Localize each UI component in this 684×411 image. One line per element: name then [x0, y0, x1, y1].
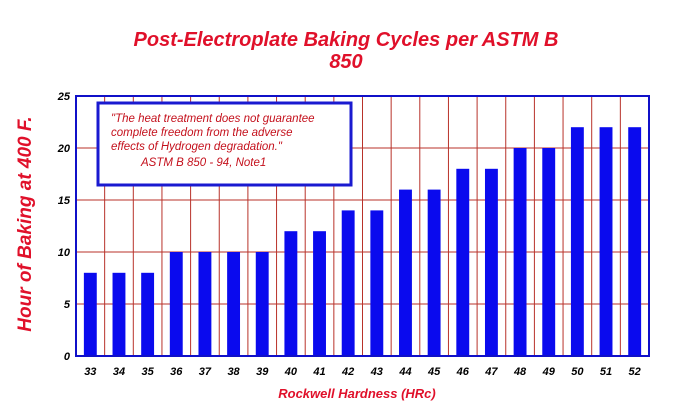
x-tick-label: 44 [398, 366, 411, 378]
annotation-line-2: complete freedom from the adverse [111, 127, 293, 139]
bar-35 [141, 272, 155, 356]
y-tick-label: 5 [64, 299, 71, 311]
y-tick-label: 15 [58, 195, 71, 207]
x-tick-label: 40 [284, 366, 298, 378]
bar-47 [484, 168, 498, 356]
x-tick-label: 49 [542, 366, 556, 378]
bar-36 [169, 252, 183, 356]
bar-49 [542, 148, 556, 356]
bar-33 [83, 272, 97, 356]
bar-42 [341, 210, 355, 356]
x-tick-labels: 33 34 35 36 37 38 39 40 41 42 43 44 45 46 47 48 49 50 51 52 [84, 366, 641, 378]
bar-52 [628, 127, 642, 356]
annotation-line-1: "The heat treatment does not guarantee [111, 113, 315, 125]
bar-39 [255, 252, 269, 356]
x-axis-label: Rockwell Hardness (HRc) [278, 386, 436, 401]
bar-34 [112, 272, 126, 356]
annotation-line-4: ASTM B 850 - 94, Note1 [140, 157, 266, 169]
x-tick-label: 37 [199, 366, 212, 378]
y-axis-label: Hour of Baking at 400 F. [15, 116, 36, 331]
bars [83, 127, 642, 356]
bar-41 [313, 231, 326, 356]
bar-50 [570, 127, 584, 356]
x-tick-label: 33 [84, 366, 96, 378]
x-tick-label: 42 [341, 366, 354, 378]
x-tick-label: 38 [227, 366, 240, 378]
x-tick-label: 47 [484, 366, 498, 378]
annotation-line-3: effects of Hydrogen degradation." [111, 141, 283, 153]
bar-37 [198, 252, 212, 356]
chart-title-line-1: Post-Electroplate Baking Cycles per ASTM… [134, 29, 559, 51]
x-tick-label: 41 [312, 366, 325, 378]
x-tick-label: 52 [629, 366, 641, 378]
bar-44 [399, 189, 412, 356]
x-tick-label: 48 [513, 366, 527, 378]
x-tick-label: 51 [600, 366, 612, 378]
y-tick-labels: 0 5 10 15 20 25 [57, 91, 71, 363]
x-tick-label: 46 [456, 366, 470, 378]
y-tick-label: 0 [64, 351, 71, 363]
x-tick-label: 45 [427, 366, 441, 378]
x-tick-label: 39 [256, 366, 269, 378]
x-tick-label: 50 [571, 366, 584, 378]
y-tick-label: 25 [57, 91, 71, 103]
x-tick-label: 35 [142, 366, 155, 378]
chart-title-line-2: 850 [329, 51, 362, 73]
x-tick-label: 43 [370, 366, 383, 378]
bar-40 [284, 231, 298, 356]
x-tick-label: 34 [113, 366, 125, 378]
y-tick-label: 20 [57, 143, 71, 155]
annotation-box: "The heat treatment does not guarantee c… [96, 101, 353, 187]
annotation-frame [96, 101, 353, 187]
bar-51 [599, 127, 613, 356]
bar-46 [456, 168, 470, 356]
bar-38 [227, 252, 241, 356]
bar-48 [513, 148, 527, 356]
bar-45 [427, 189, 441, 356]
y-tick-label: 10 [58, 247, 71, 259]
plot-frame [75, 95, 650, 357]
x-tick-label: 36 [170, 366, 183, 378]
bar-43 [370, 210, 384, 356]
